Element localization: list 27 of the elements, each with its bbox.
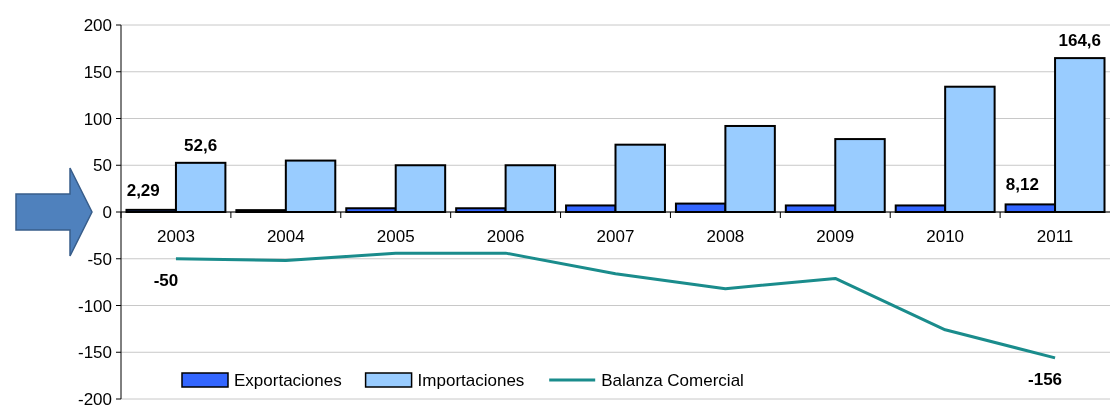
legend-label: Importaciones	[417, 371, 525, 390]
y-tick-label: -200	[77, 390, 112, 407]
data-label: -156	[1028, 369, 1063, 389]
data-label: 52,6	[184, 135, 218, 155]
data-label: 8,12	[1005, 175, 1039, 195]
data-label: 2,29	[126, 180, 160, 200]
x-tick-label: 2009	[816, 227, 855, 246]
x-tick-label: 2008	[706, 227, 745, 246]
legend-label: Balanza Comercial	[601, 371, 744, 390]
x-tick-label: 2003	[157, 227, 195, 246]
y-tick-label: -150	[77, 343, 112, 363]
x-tick-label: 2006	[486, 227, 525, 246]
y-tick-label: -100	[77, 296, 112, 316]
x-tick-label: 2011	[1036, 227, 1074, 246]
x-tick-label: 2005	[376, 227, 415, 246]
y-tick-label: 0	[102, 203, 112, 222]
y-tick-label: 200	[83, 16, 112, 35]
data-label: -50	[153, 270, 179, 290]
data-label: 164,6	[1058, 31, 1102, 51]
y-tick-label: 50	[93, 156, 112, 176]
y-tick-label: -50	[87, 249, 112, 269]
y-tick-label: 150	[83, 62, 112, 82]
legend-label: Exportaciones	[234, 371, 342, 390]
y-tick-label: 100	[83, 109, 112, 129]
x-tick-label: 2007	[596, 227, 635, 246]
x-tick-label: 2010	[926, 227, 965, 246]
x-tick-label: 2004	[266, 227, 305, 246]
